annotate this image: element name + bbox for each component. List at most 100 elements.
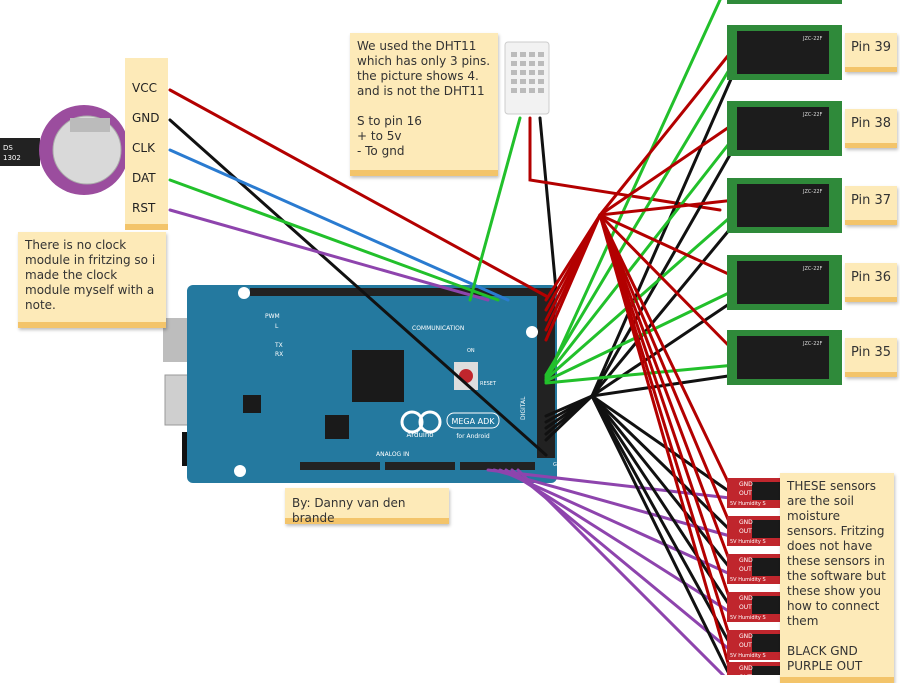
note-paragraph: S to pin 16 + to 5v - To gnd <box>357 114 491 159</box>
sensor-pin: OUT <box>739 490 752 497</box>
vent <box>520 61 526 66</box>
vent <box>529 88 535 93</box>
dht-sensor <box>504 41 550 115</box>
board-label: ON <box>467 348 475 354</box>
wire <box>598 198 737 217</box>
board-label: GND <box>553 462 565 468</box>
vent <box>511 88 517 93</box>
hole <box>234 465 246 477</box>
board-label: DIGITAL <box>520 396 527 420</box>
wire <box>598 213 732 526</box>
sensor-pin: GND <box>739 665 753 672</box>
sensor-name: 5V Humidity S <box>730 615 766 621</box>
relay-part: JZC-22F <box>802 266 823 272</box>
chip <box>0 138 40 166</box>
sensor-pin: GND <box>739 557 753 564</box>
wire <box>590 394 732 532</box>
battery-clip <box>70 118 110 132</box>
note-line: these show you <box>787 584 882 598</box>
vent <box>520 70 526 75</box>
wire <box>498 468 732 576</box>
pin-note: Pin 36 <box>845 263 897 302</box>
pin-label: DAT <box>132 171 156 185</box>
hole <box>526 326 538 338</box>
vent <box>511 70 517 75</box>
badge <box>446 412 500 429</box>
vent <box>538 79 544 84</box>
chip-label: 1302 <box>3 154 21 162</box>
mcu <box>352 350 404 402</box>
note-line: which has only 3 pins. <box>357 54 491 68</box>
board-label: ANALOG IN <box>376 451 409 458</box>
wire <box>598 45 737 217</box>
wire <box>590 394 732 646</box>
note-line: how to connect <box>787 599 880 613</box>
relay-body <box>737 107 829 150</box>
sensor-pin: GND <box>739 633 753 640</box>
note-line: + to 5v <box>357 129 402 143</box>
header <box>460 462 535 470</box>
battery <box>52 115 122 185</box>
note-line: - To gnd <box>357 144 405 158</box>
vent <box>520 79 526 84</box>
wire <box>598 213 732 488</box>
pin-note: Pin 38 <box>845 109 897 148</box>
note-paragraph: BLACK GND PURPLE OUT <box>787 644 887 674</box>
vent <box>529 79 535 84</box>
vent <box>511 52 517 57</box>
vent <box>538 61 544 66</box>
relay-part: JZC-22F <box>802 112 823 118</box>
vent <box>538 70 544 75</box>
note-line: We used the DHT11 <box>357 39 477 53</box>
header <box>385 462 455 470</box>
wire <box>468 116 522 302</box>
note-line: BLACK GND <box>787 644 858 658</box>
pin-note: Pin 35 <box>845 338 897 377</box>
wire <box>598 213 732 672</box>
vent <box>529 70 535 75</box>
vent <box>538 52 544 57</box>
sensor-pin: GND <box>739 481 753 488</box>
vent <box>511 79 517 84</box>
note-line: sensors. Fritzing <box>787 524 885 538</box>
sensor-chip <box>752 558 782 576</box>
sensor-pin: OUT <box>739 642 752 649</box>
wire <box>590 394 732 675</box>
board-label: RESET <box>480 381 497 387</box>
wire <box>598 213 737 279</box>
vent <box>520 88 526 93</box>
note-line: are the soil <box>787 494 854 508</box>
header <box>250 288 540 296</box>
pin-note-edge <box>125 224 168 230</box>
pin-note: Pin 37 <box>845 186 897 225</box>
vent <box>529 52 535 57</box>
vent <box>529 61 535 66</box>
wire <box>168 208 490 302</box>
wire <box>544 363 737 385</box>
wire <box>590 394 732 608</box>
wire <box>544 394 594 418</box>
note-line: moisture <box>787 509 840 523</box>
wire <box>486 468 732 500</box>
relay-body <box>737 261 829 304</box>
wire <box>168 88 548 298</box>
note-line: them <box>787 614 819 628</box>
sensor-name: 5V Humidity S <box>730 653 766 659</box>
wire <box>590 394 732 570</box>
wire <box>528 116 722 212</box>
board-label: RX <box>275 351 283 358</box>
note-line: PURPLE OUT <box>787 659 863 673</box>
sensor-pin: OUT <box>739 566 752 573</box>
sensor-pin: GND <box>739 519 753 526</box>
wire <box>590 68 737 398</box>
board-subtitle: for Android <box>456 433 490 440</box>
wire <box>516 468 726 675</box>
board-label: L <box>275 323 279 330</box>
sensor-chip <box>752 482 782 500</box>
note-line: these sensors in <box>787 554 885 568</box>
note-line: the picture shows 4. <box>357 69 479 83</box>
sensor-name: 5V Humidity S <box>730 501 766 507</box>
wire <box>544 58 737 377</box>
relay-part: JZC-22F <box>802 36 823 42</box>
